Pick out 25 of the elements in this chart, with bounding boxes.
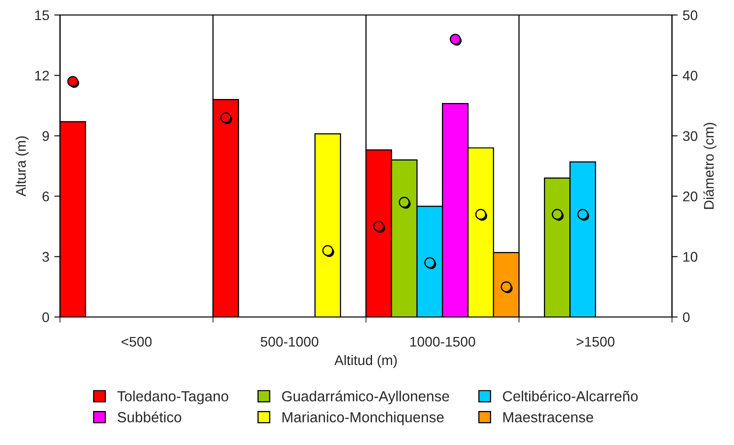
legend-label: Subbético <box>118 411 182 422</box>
y2-axis-title: Diámetro (cm) <box>703 122 717 209</box>
y2-tick-label: 30 <box>682 131 698 141</box>
x-axis-title: Altitud (m) <box>334 354 397 368</box>
y2-tick-label: 40 <box>682 70 698 81</box>
x-tick-label: 1000-1500 <box>410 336 476 347</box>
legend-label: Guadarrámico-Ayllonense <box>282 390 450 404</box>
x-tick-label: 500-1000 <box>260 336 318 347</box>
y2-tick-label: 20 <box>683 192 698 202</box>
y-axis-title: Altura (m) <box>16 136 29 196</box>
legend-label: Toledano-Tagano <box>117 390 228 404</box>
y2-tick-label: 50 <box>682 10 698 20</box>
x-tick-label: <500 <box>122 336 152 347</box>
legend-label: Marianico-Monchiquense <box>282 412 444 426</box>
y-tick-label: 15 <box>35 10 50 20</box>
y-tick-label: 6 <box>42 192 49 202</box>
y2-tick-label: 0 <box>682 312 690 322</box>
legend-label: Celtibérico-Alcarreño <box>502 390 638 402</box>
y-tick-label: 12 <box>35 70 49 80</box>
y-tick-label: 3 <box>42 252 49 262</box>
legend-label: Maestracense <box>503 412 594 422</box>
y-tick-label: 0 <box>42 312 50 322</box>
y2-tick-label: 10 <box>683 252 698 262</box>
y-tick-label: 9 <box>42 131 49 141</box>
x-tick-label: >1500 <box>576 336 614 347</box>
